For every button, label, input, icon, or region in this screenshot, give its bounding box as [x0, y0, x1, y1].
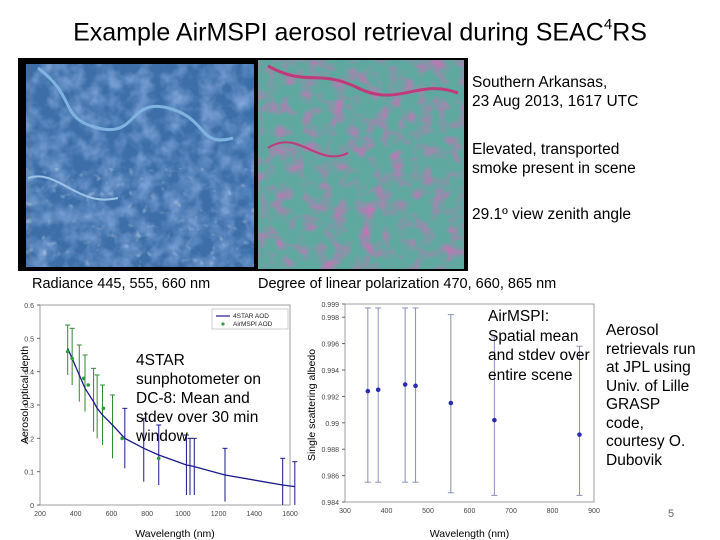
aod-x-tick-label: 1200	[211, 511, 227, 518]
ssa-y-tick-label: 0.99	[325, 421, 339, 428]
radiance-caption: Radiance 445, 555, 660 nm	[32, 276, 211, 292]
airmspi-aod-point	[86, 383, 91, 387]
aod-y-tick-label: 0.3	[24, 403, 34, 410]
airmspi-note-line: entire scene	[488, 366, 573, 384]
fourstar-note-line: 4STAR	[136, 352, 185, 369]
retrieval-note: Aerosol retrievals run at JPL using Univ…	[606, 322, 716, 470]
ssa-x-tick-label: 300	[339, 508, 351, 515]
ssa-y-tick-label: 0.986	[321, 474, 339, 481]
fourstar-note-line: stdev over 30 min	[136, 409, 259, 426]
aod-legend-box	[211, 308, 289, 330]
aod-x-tick-label: 1400	[246, 511, 262, 518]
aod-x-tick-label: 1000	[175, 511, 191, 518]
ssa-y-tick-label: 0.992	[321, 394, 339, 401]
polarization-image	[258, 60, 464, 269]
airmspi-images	[26, 60, 464, 269]
location-line-1: Southern Arkansas,	[472, 74, 608, 91]
title-end: RS	[612, 18, 647, 47]
fourstar-note-line: window	[136, 428, 188, 445]
aod-y-tick-label: 0.1	[24, 470, 34, 477]
ssa-point	[402, 382, 408, 387]
ssa-x-tick-label: 600	[464, 508, 476, 515]
aod-y-tick-label: 0	[30, 503, 34, 510]
airmspi-aod-point	[81, 376, 86, 381]
page-number: 5	[668, 508, 675, 520]
title-main: Example AirMSPI aerosol retrieval during…	[73, 18, 604, 47]
aod-y-tick-label: 0.5	[24, 336, 34, 343]
airmspi-note-line: Spatial mean	[488, 327, 579, 345]
airmspi-note: AirMSPI: Spatial mean and stdev over ent…	[488, 307, 590, 385]
ssa-point	[413, 383, 418, 389]
ssa-x-tick-label: 500	[422, 508, 434, 515]
aod-x-tick-label: 400	[70, 511, 82, 518]
airmspi-note-line: and stdev over	[488, 347, 590, 364]
legend-4star-label: 4STAR AOD	[233, 313, 269, 320]
aod-x-tick-label: 600	[106, 511, 118, 518]
ssa-x-tick-label: 700	[505, 508, 517, 515]
polarization-caption: Degree of linear polarization 470, 660, …	[258, 276, 557, 292]
airmspi-note-line: AirMSPI:	[488, 308, 550, 325]
ssa-point	[375, 387, 381, 393]
aod-y-tick-label: 0.4	[24, 370, 34, 377]
smoke-line-2: smoke present in scene	[472, 160, 636, 177]
aod-x-axis-label: Wavelength (nm)	[135, 528, 215, 540]
view-angle-note: 29.1º view zenith angle	[472, 206, 632, 223]
airmspi-aod-point	[65, 349, 70, 354]
ssa-point	[577, 432, 582, 437]
airmspi-aod-point	[156, 456, 161, 461]
fourstar-aod-line	[67, 348, 295, 488]
aod-chart: 0 0.1 0.2 0.3 0.4 0.5 0.6 200 400 600 800 1000 1200 1…	[19, 303, 298, 540]
retrieval-note-line: Dubovik	[606, 451, 662, 469]
retrieval-note-line: Univ. of Lille	[606, 377, 690, 395]
ssa-chart: 0.984 0.986 0.988 0.99 0.992 0.994 0.996 0.998 0…	[306, 302, 600, 540]
ssa-point	[365, 388, 371, 394]
ssa-point	[492, 417, 497, 423]
smoke-note: Elevated, transported smoke present in s…	[472, 140, 636, 178]
airmspi-aod-point	[70, 356, 74, 361]
retrieval-note-line: retrievals run	[606, 340, 696, 358]
ssa-x-tick-label: 400	[381, 508, 393, 515]
ssa-x-tick-label: 800	[547, 508, 559, 515]
location-line-2: 23 Aug 2013, 1617 UTC	[472, 93, 639, 110]
ssa-plot-frame	[344, 303, 595, 503]
airmspi-image-panel	[18, 58, 468, 271]
radiance-image	[26, 64, 254, 267]
ssa-y-axis-label: Single scattering albedo	[306, 349, 318, 461]
ssa-x-tick-label: 900	[588, 508, 600, 515]
ssa-y-tick-label: 0.988	[321, 447, 339, 454]
ssa-y-tick-label: 0.996	[321, 342, 339, 349]
aod-y-axis-label: Aerosol optical depth	[19, 346, 31, 444]
aod-x-tick-label: 800	[141, 511, 153, 518]
aod-y-tick-label: 0.6	[24, 303, 34, 310]
location-note: Southern Arkansas, 23 Aug 2013, 1617 UTC	[472, 73, 638, 111]
aod-x-tick-label: 1600	[282, 511, 298, 518]
ssa-point	[448, 400, 454, 406]
ssa-y-tick-label: 0.998	[321, 315, 339, 322]
charts-layer: 0 0.1 0.2 0.3 0.4 0.5 0.6 200 400 600 800 1000 1200 1…	[19, 302, 600, 540]
smoke-line-1: Elevated, transported	[472, 141, 620, 158]
aod-y-tick-label: 0.2	[24, 436, 34, 443]
fourstar-note-line: sunphotometer on	[136, 371, 261, 388]
airmspi-aod-point	[120, 436, 124, 441]
ssa-x-axis-label: Wavelength (nm)	[430, 528, 510, 540]
legend-airmspi-label: AirMSPI AOD	[233, 321, 273, 328]
fourstar-note-line: DC-8: Mean and	[136, 390, 250, 407]
airmspi-aod-point	[101, 406, 106, 411]
retrieval-note-line: code,	[606, 414, 644, 432]
retrieval-note-line: at JPL using	[606, 359, 691, 376]
title-superscript: 4	[603, 16, 613, 33]
retrieval-note-line: GRASP	[606, 396, 661, 413]
ssa-y-tick-label: 0.984	[321, 500, 339, 507]
legend-airmspi-swatch	[221, 322, 225, 326]
retrieval-note-line: courtesy O.	[606, 433, 686, 450]
fourstar-note: 4STAR sunphotometer on DC-8: Mean and st…	[136, 351, 261, 446]
retrieval-note-line: Aerosol	[606, 322, 659, 339]
aod-x-tick-label: 200	[34, 511, 46, 518]
ssa-y-tick-label: 0.999	[321, 302, 339, 309]
slide-title: Example AirMSPI aerosol retrieval during…	[0, 16, 720, 47]
ssa-y-tick-label: 0.994	[321, 368, 339, 375]
